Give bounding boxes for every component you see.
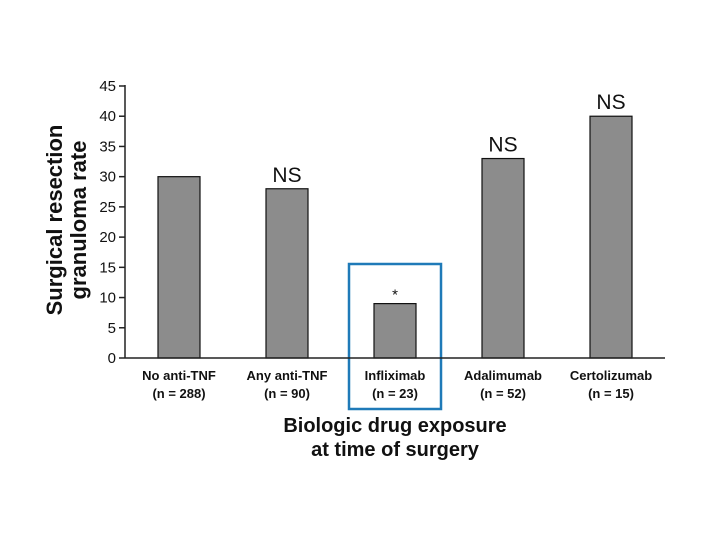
x-tick-count: (n = 52) [480, 386, 526, 401]
bars [157, 115, 633, 359]
y-tick-label: 35 [99, 138, 116, 155]
bar-no-anti-tnf [157, 176, 201, 359]
y-axis-title-line-1: Surgical resection [42, 125, 67, 316]
y-axis-title: Surgical resection granuloma rate [42, 125, 91, 316]
highlight-box-group [347, 262, 443, 411]
x-axis-title-line-2: at time of surgery [311, 439, 480, 461]
y-tick-label: 15 [99, 259, 116, 276]
significance-star: * [392, 287, 398, 304]
bar-certolizumab [589, 115, 633, 359]
x-tick-count: (n = 15) [588, 386, 634, 401]
ns-label: NS [488, 134, 517, 157]
y-axis-title-line-2: granuloma rate [66, 141, 91, 300]
x-tick-label: Adalimumab [464, 368, 542, 383]
ns-label: NS [596, 91, 625, 114]
x-tick-count: (n = 90) [264, 386, 310, 401]
bar-infliximab [373, 303, 417, 359]
ns-label: NS [272, 164, 301, 187]
bar-any-anti-tnf [265, 188, 309, 359]
y-tick-label: 40 [99, 108, 116, 125]
x-tick-label: No anti-TNF [142, 368, 216, 383]
x-tick-count: (n = 288) [152, 386, 205, 401]
y-tick-label: 45 [99, 78, 116, 95]
x-tick-count: (n = 23) [372, 386, 418, 401]
x-axis-title-line-1: Biologic drug exposure [283, 415, 506, 437]
x-tick-label: Certolizumab [570, 368, 652, 383]
annotations: NS * NS NS [272, 91, 625, 303]
y-tick-label: 10 [99, 290, 116, 307]
y-tick-label: 25 [99, 199, 116, 216]
y-tick-label: 20 [99, 229, 116, 246]
y-tick-label: 0 [108, 350, 116, 367]
x-tick-label: Any anti-TNF [247, 368, 328, 383]
x-tick-label: Infliximab [365, 368, 426, 383]
y-tick-label: 30 [99, 169, 116, 186]
y-tick-label: 5 [108, 320, 116, 337]
highlight-box [347, 262, 443, 411]
x-axis-categories: No anti-TNF (n = 288) Any anti-TNF (n = 90)… [142, 368, 652, 401]
x-axis-title: Biologic drug exposure at time of surger… [283, 415, 506, 461]
bar-adalimumab [481, 157, 525, 359]
y-axis: 0 5 10 15 20 25 30 35 40 45 [99, 78, 126, 367]
